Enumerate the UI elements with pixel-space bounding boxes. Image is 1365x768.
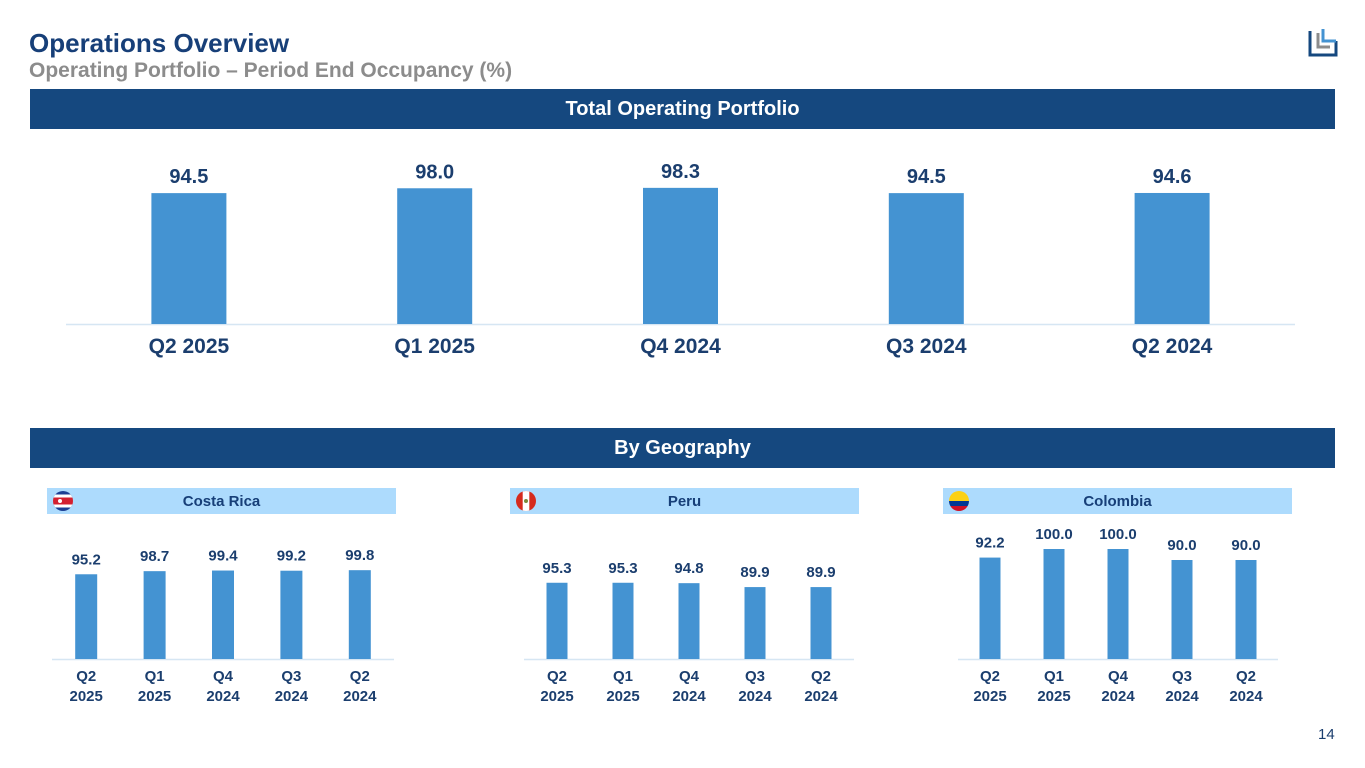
data-label: 95.2 [72,551,101,568]
data-label: 100.0 [1099,526,1137,543]
bar-colombia [1043,549,1065,659]
data-label: 95.3 [608,560,637,577]
section-title-geography: By Geography [614,436,751,459]
x-tick-label: Q4 [1108,668,1129,685]
chart-peru: 95.3 Q2 2025 95.3 Q1 2025 94.8 Q4 2024 89.9 Q3 2024… [524,560,854,705]
x-tick-label-year: 2025 [70,688,103,705]
bar-costa-rica [143,571,166,659]
x-tick-label: Q1 [1044,668,1064,685]
data-label: 94.5 [907,166,946,188]
x-tick-label: Q2 [811,668,831,685]
x-tick-label-year: 2024 [1101,688,1135,705]
bar-colombia [979,557,1001,659]
data-label: 99.4 [208,548,238,565]
bar-costa-rica [75,574,98,659]
bar-costa-rica [280,570,303,659]
x-tick-label-year: 2024 [1165,688,1199,705]
data-label: 98.0 [415,161,454,183]
x-tick-label: Q3 [745,668,765,685]
x-tick-label: Q3 2024 [886,335,967,358]
bar-total [888,193,964,324]
data-label: 90.0 [1231,537,1260,554]
x-tick-label: Q2 [547,668,567,685]
x-tick-label-year: 2025 [540,688,573,705]
data-label: 98.7 [140,548,169,565]
data-label: 94.6 [1153,166,1192,188]
bar-total [397,188,473,324]
x-tick-label: Q4 2024 [640,335,721,358]
x-tick-label: Q2 [980,668,1000,685]
page-subtitle: Operating Portfolio – Period End Occupan… [29,59,513,82]
bar-colombia [1107,549,1129,659]
x-tick-label: Q4 [213,668,234,685]
peru-flag-icon [516,491,536,511]
x-tick-label: Q2 [1236,668,1256,685]
bar-total [1134,192,1210,324]
bar-peru [678,583,700,659]
chart-total: 94.5 Q2 2025 98.0 Q1 2025 98.3 Q4 2024 94.5 Q3 … [66,161,1295,358]
x-tick-label: Q4 [679,668,700,685]
x-tick-label: Q1 [613,668,633,685]
data-label: 94.5 [169,166,208,188]
data-label: 94.8 [674,560,703,577]
x-tick-label-year: 2025 [1037,688,1070,705]
x-tick-label: Q3 [1172,668,1192,685]
page-number: 14 [1318,726,1335,743]
x-tick-label: Q2 [350,668,370,685]
data-label: 98.3 [661,161,700,183]
bar-costa-rica [348,570,371,659]
data-label: 99.8 [345,547,374,564]
x-tick-label: Q2 2025 [149,335,230,358]
chart-costa-rica: 95.2 Q2 2025 98.7 Q1 2025 99.4 Q4 2024 99.2 Q3 2024… [52,547,394,705]
x-tick-label-year: 2025 [606,688,639,705]
data-label: 90.0 [1167,537,1196,554]
data-label: 89.9 [740,564,769,581]
x-tick-label: Q2 [76,668,96,685]
x-tick-label-year: 2024 [343,688,377,705]
section-header-total: Total Operating Portfolio [30,89,1335,129]
section-header-geography: By Geography [30,428,1335,468]
data-label: 92.2 [975,535,1004,552]
x-tick-label: Q3 [281,668,301,685]
x-tick-label-year: 2024 [804,688,838,705]
bar-peru [810,587,832,659]
x-tick-label-year: 2025 [138,688,171,705]
bar-peru [612,582,634,659]
x-tick-label: Q2 2024 [1132,335,1213,358]
geo-title-costa-rica: Costa Rica [182,492,261,510]
data-label: 89.9 [806,564,835,581]
x-tick-label: Q1 [145,668,165,685]
company-logo-icon [1308,29,1338,57]
colombia-flag-icon [949,491,969,511]
bar-total [643,187,718,324]
geo-title-colombia: Colombia [1083,492,1152,510]
bar-costa-rica [212,570,234,659]
bar-colombia [1235,560,1257,659]
costa-rica-flag-icon [53,491,73,511]
geo-header-peru: Peru [510,488,859,514]
data-label: 95.3 [542,560,571,577]
data-label: 99.2 [277,548,306,565]
x-tick-label-year: 2024 [275,688,309,705]
bar-colombia [1171,560,1193,659]
chart-colombia: 92.2 Q2 2025 100.0 Q1 2025 100.0 Q4 2024 90.0 Q3 20… [958,526,1278,705]
x-tick-label-year: 2024 [1229,688,1263,705]
geo-title-peru: Peru [667,492,702,510]
bar-total [151,193,227,324]
x-tick-label: Q1 2025 [394,335,475,358]
x-tick-label-year: 2025 [973,688,1006,705]
bar-peru [744,587,766,659]
data-label: 100.0 [1035,526,1073,543]
geo-header-costa-rica: Costa Rica [47,488,396,514]
page-title: Operations Overview [29,28,290,58]
x-tick-label-year: 2024 [206,688,240,705]
section-title-total: Total Operating Portfolio [565,97,800,120]
bar-peru [546,582,568,659]
geo-header-colombia: Colombia [943,488,1292,514]
x-tick-label-year: 2024 [672,688,706,705]
x-tick-label-year: 2024 [738,688,772,705]
